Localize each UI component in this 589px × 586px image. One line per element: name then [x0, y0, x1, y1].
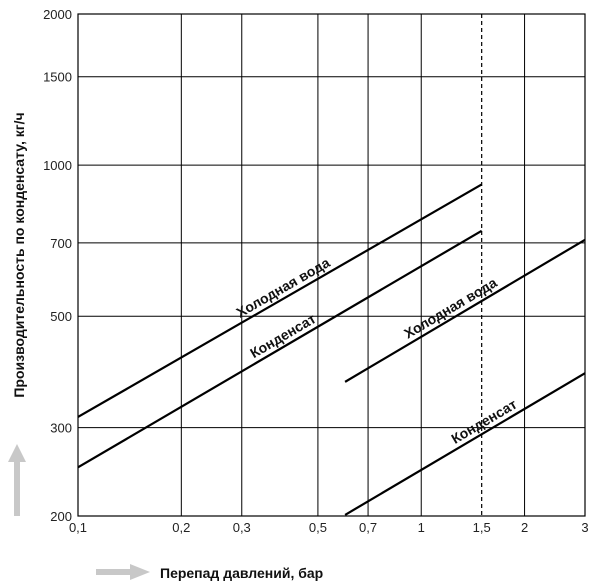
x-axis-title: Перепад давлений, бар [160, 565, 323, 581]
y-tick-label: 1500 [43, 70, 72, 85]
y-tick-label: 1000 [43, 158, 72, 173]
y-tick-label: 200 [50, 509, 72, 524]
x-tick-label: 3 [581, 520, 588, 535]
y-tick-label: 2000 [43, 7, 72, 22]
plot-frame [78, 14, 585, 516]
grid [78, 14, 585, 516]
y-axis-arrow-icon [8, 444, 26, 516]
x-tick-label: 0,3 [233, 520, 251, 535]
series-label: Конденсат [448, 396, 519, 447]
y-tick-label: 700 [50, 236, 72, 251]
series-line [345, 240, 585, 382]
plot-border [78, 14, 585, 516]
y-tick-label: 300 [50, 421, 72, 436]
x-tick-label: 2 [521, 520, 528, 535]
series-lines [78, 184, 585, 514]
series-label: Холодная вода [401, 274, 500, 341]
series-line [345, 373, 585, 515]
x-tick-label: 0,7 [359, 520, 377, 535]
x-axis-arrow-icon [96, 564, 150, 580]
y-tick-label: 500 [50, 309, 72, 324]
x-tick-label: 0,2 [172, 520, 190, 535]
x-tick-label: 0,5 [309, 520, 327, 535]
x-tick-label: 1,5 [473, 520, 491, 535]
y-axis-title: Производительность по конденсату, кг/ч [11, 112, 27, 397]
series-label: Конденсат [247, 310, 318, 361]
x-tick-label: 1 [418, 520, 425, 535]
